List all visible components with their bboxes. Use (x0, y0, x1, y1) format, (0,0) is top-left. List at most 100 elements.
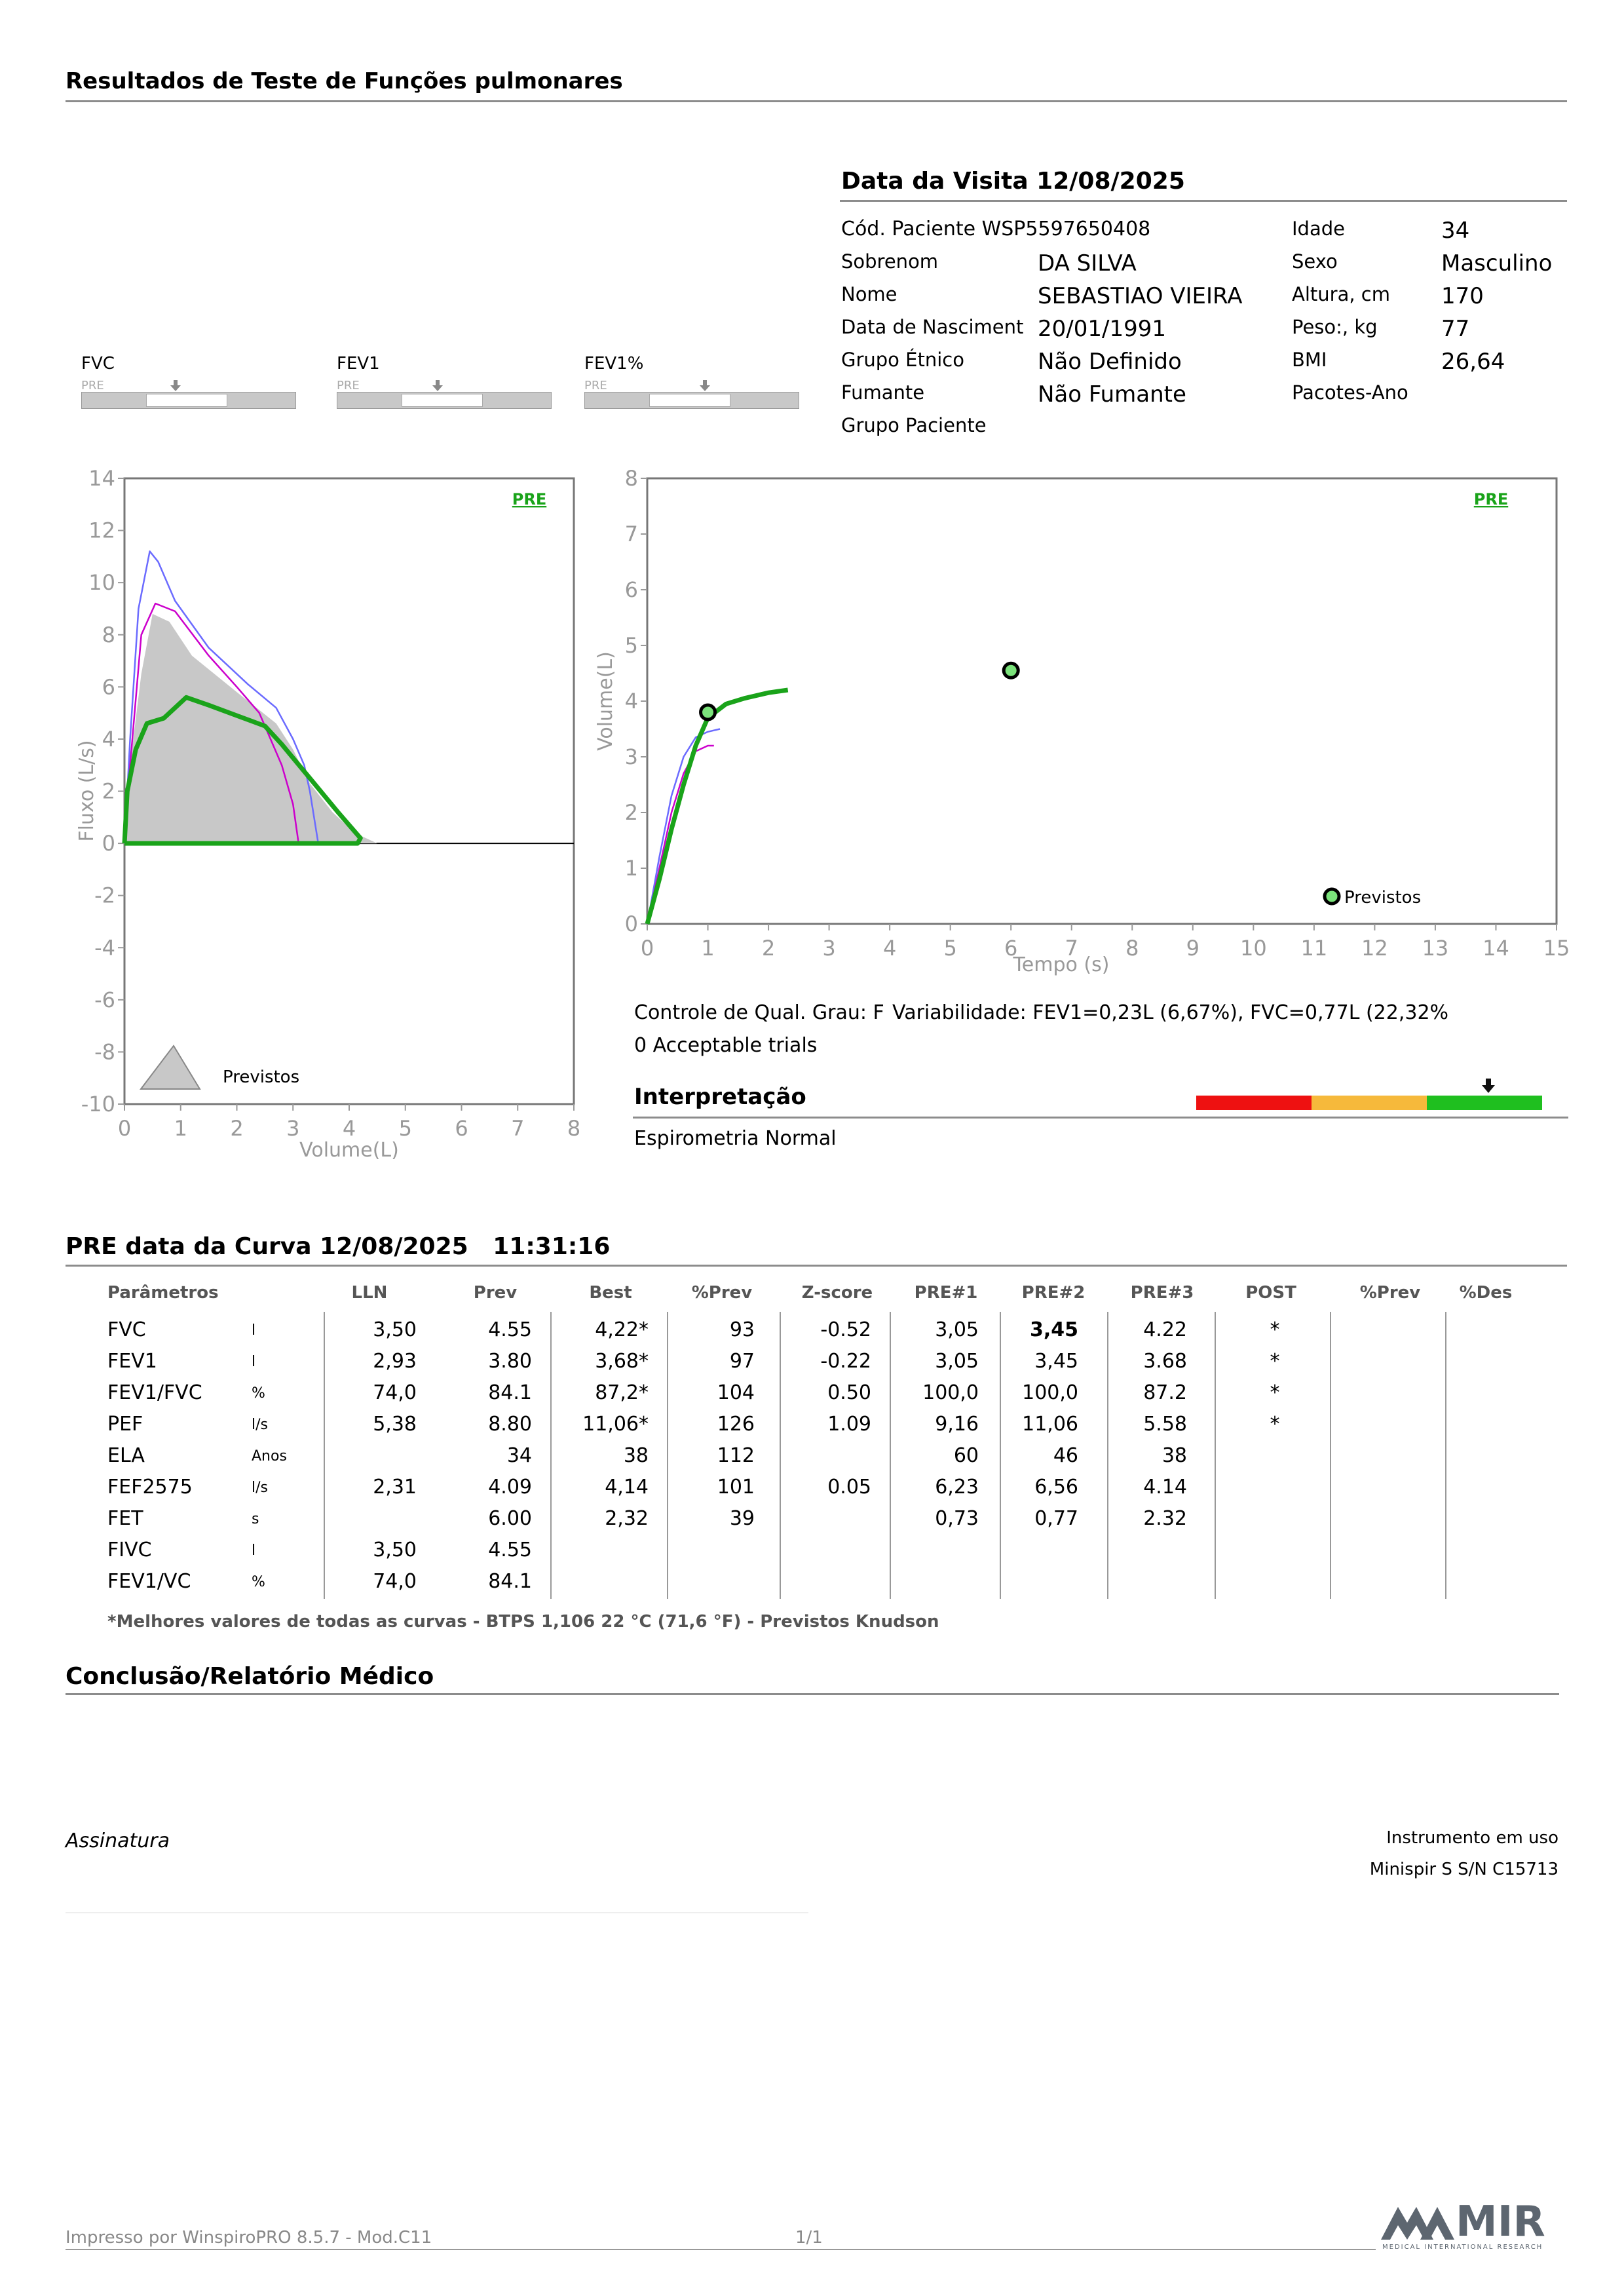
footer-divider (66, 2249, 1376, 2250)
table-cell-p2: 0,77 (1034, 1507, 1078, 1530)
table-cell-p1: 0,73 (935, 1507, 979, 1530)
table-header-cell: LLN (351, 1283, 388, 1303)
visit-field-label: Grupo Paciente (841, 414, 987, 436)
y-tick-label: 4 (625, 689, 638, 714)
footer-page: 1/1 (795, 2228, 823, 2248)
x-tick-label: 15 (1543, 936, 1570, 961)
table-cell-best: 4,22* (595, 1318, 649, 1341)
table-cell-prev: 3.80 (488, 1350, 532, 1373)
y-tick-label: -2 (94, 883, 115, 908)
interpretation-divider (633, 1117, 1568, 1119)
signature-line (66, 1912, 808, 1913)
instrument-value: Minispir S S/N C15713 (1369, 1860, 1558, 1879)
volume-time-plot-area (646, 477, 1558, 925)
x-tick-label: 8 (567, 1116, 580, 1141)
visit-field-label: BMI (1292, 349, 1327, 371)
y-tick-label: 6 (102, 674, 115, 699)
table-column-divider (1000, 1312, 1001, 1599)
visit-field-value: Não Definido (1038, 349, 1182, 375)
x-tick-label: 14 (1482, 936, 1509, 961)
table-cell-prev: 8.80 (488, 1413, 532, 1436)
table-cell-p1: 3,05 (935, 1318, 979, 1341)
x-tick-label: 12 (1361, 936, 1388, 961)
table-cell-prev: 6.00 (488, 1507, 532, 1530)
table-header-cell: PRE#2 (1021, 1283, 1086, 1303)
table-cell-pprev: 126 (717, 1413, 755, 1436)
table-unit-cell: l (252, 1322, 256, 1339)
quality-variability: Variabilidade: FEV1=0,23L (6,67%), FVC=0… (892, 1001, 1449, 1024)
x-tick-label: 6 (1004, 936, 1017, 961)
table-unit-cell: % (252, 1574, 265, 1590)
table-cell-p3: 2.32 (1143, 1507, 1187, 1530)
visit-field-value: Masculino (1441, 250, 1553, 277)
table-cell-best: 2,32 (605, 1507, 649, 1530)
volume-time-legend-label: Previstos (1344, 888, 1421, 908)
table-header-cell: %Prev (691, 1283, 753, 1303)
x-tick-label: 13 (1422, 936, 1449, 961)
table-unit-cell: l (252, 1354, 256, 1370)
visit-field-label: Sexo (1292, 250, 1338, 273)
quality-grade: Controle de Qual. Grau: F (634, 1001, 884, 1024)
y-tick-label: 2 (102, 779, 115, 804)
volume-time-badge: PRE (1474, 490, 1508, 508)
y-tick-label: 14 (88, 466, 115, 491)
x-tick-label: 4 (343, 1116, 356, 1141)
mir-logo: MIR MEDICAL INTERNATIONAL RESEARCH (1381, 2198, 1564, 2253)
prediction-bar (584, 392, 799, 409)
y-tick-label: 8 (102, 622, 115, 647)
table-cell-best: 38 (623, 1444, 649, 1467)
y-tick-label: -4 (94, 935, 115, 960)
curve-divider (66, 1265, 1567, 1267)
prediction-bar (81, 392, 296, 409)
volume-time-xlabel: Tempo (s) (1013, 953, 1110, 976)
table-cell-z: 1.09 (827, 1413, 871, 1436)
table-cell-lln: 5,38 (373, 1413, 417, 1436)
visit-field-value: 77 (1441, 316, 1470, 342)
table-cell-p3: 87.2 (1143, 1381, 1187, 1404)
table-cell-lln: 3,50 (373, 1539, 417, 1561)
visit-field-label: Pacotes-Ano (1292, 381, 1408, 404)
visit-field-label: Peso:, kg (1292, 316, 1378, 338)
table-cell-p1: 6,23 (935, 1476, 979, 1499)
table-column-divider (1107, 1312, 1108, 1599)
table-cell-lln: 3,50 (373, 1318, 417, 1341)
x-tick-label: 6 (455, 1116, 468, 1141)
conclusion-title: Conclusão/Relatório Médico (66, 1663, 434, 1690)
table-column-divider (550, 1312, 552, 1599)
interpretation-title: Interpretação (634, 1084, 806, 1110)
prediction-bar-normal-range (401, 394, 483, 407)
table-header-cell: PRE#1 (914, 1283, 978, 1303)
table-cell-lln: 2,31 (373, 1476, 417, 1499)
x-tick-label: 1 (174, 1116, 187, 1141)
x-tick-label: 3 (286, 1116, 299, 1141)
table-column-divider (780, 1312, 781, 1599)
interpretation-scale-yellow (1312, 1096, 1427, 1110)
table-cell-lln: 2,93 (373, 1350, 417, 1373)
y-tick-label: 1 (625, 856, 638, 881)
table-cell-post: * (1270, 1318, 1280, 1341)
visit-field-label: Nome (841, 283, 897, 305)
flow-volume-ylabel: Fluxo (L/s) (75, 740, 98, 841)
prediction-bar-normal-range (649, 394, 730, 407)
table-footnote: *Melhores valores de todas as curvas - B… (107, 1612, 939, 1632)
x-tick-label: 3 (822, 936, 835, 961)
visit-field-label: Fumante (841, 381, 925, 404)
best-curve-line (645, 687, 789, 925)
table-unit-cell: l/s (252, 1480, 268, 1496)
table-param-cell: FEF2575 (107, 1476, 193, 1499)
table-cell-post: * (1270, 1350, 1280, 1373)
volume-time-legend-icon (1323, 887, 1341, 906)
prediction-bar-label: FEV1 (337, 354, 380, 373)
table-unit-cell: s (252, 1511, 259, 1527)
table-cell-p1: 3,05 (935, 1350, 979, 1373)
trial-curve-line (646, 728, 721, 925)
table-cell-p1: 100,0 (922, 1381, 979, 1404)
x-tick-label: 5 (943, 936, 956, 961)
table-header-cell: Prev (473, 1283, 518, 1303)
visit-field-value: 170 (1441, 283, 1484, 309)
data-point-marker (1002, 661, 1020, 679)
flow-volume-legend-label: Previstos (223, 1067, 299, 1087)
x-tick-label: 7 (511, 1116, 524, 1141)
table-cell-p2: 11,06 (1022, 1413, 1078, 1436)
